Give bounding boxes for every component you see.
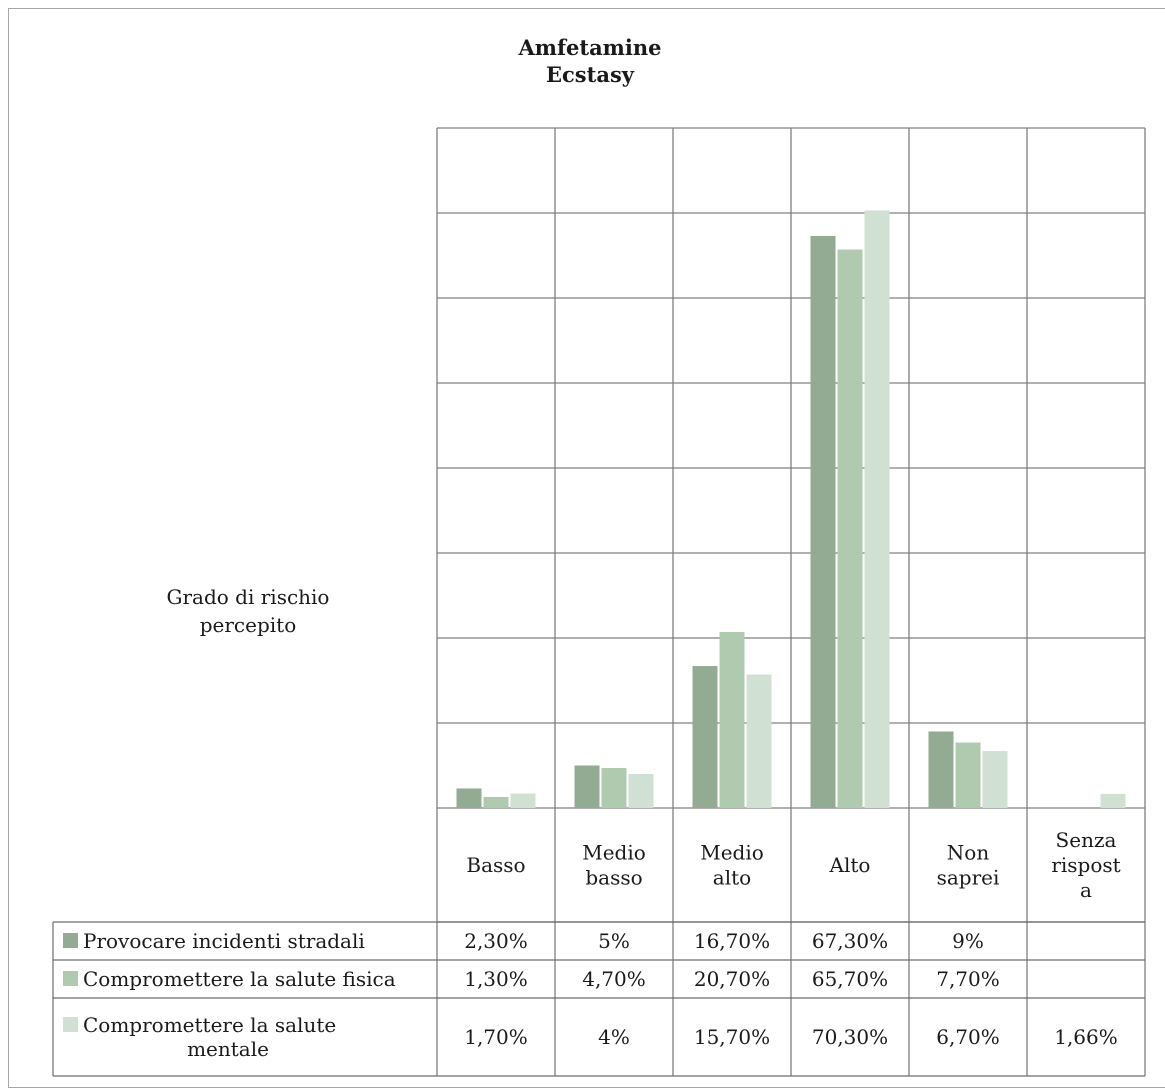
category-label: Basso [466, 853, 525, 877]
bar [982, 751, 1008, 808]
data-cell: 67,30% [812, 929, 888, 953]
bar [510, 793, 536, 808]
category-label: saprei [937, 866, 1000, 890]
data-cell: 1,66% [1054, 1025, 1118, 1049]
legend-swatch [63, 1017, 78, 1032]
category-label: Alto [829, 853, 871, 877]
legend-label: mentale [187, 1037, 269, 1061]
category-label: a [1080, 878, 1092, 902]
data-cell: 20,70% [694, 967, 770, 991]
bar [864, 210, 890, 808]
y-axis-label-line-2: percepito [199, 613, 297, 637]
legend-swatch [63, 933, 78, 948]
data-cell: 1,70% [464, 1025, 528, 1049]
category-label: Medio [582, 841, 646, 865]
y-axis-label-line-1: Grado di rischio [166, 585, 330, 609]
bar [601, 768, 627, 808]
data-cell: 15,70% [694, 1025, 770, 1049]
legend-label: Compromettere la salute fisica [83, 967, 396, 991]
data-cell: 4% [598, 1025, 630, 1049]
chart-title-line-2: Ecstasy [546, 62, 634, 87]
category-label: Medio [700, 841, 764, 865]
data-cell: 2,30% [464, 929, 528, 953]
category-label: rispost [1051, 853, 1120, 877]
bar [1100, 793, 1126, 808]
bar [928, 731, 954, 808]
bar [746, 674, 772, 808]
bar [456, 788, 482, 808]
data-cell: 7,70% [936, 967, 1000, 991]
data-cell: 4,70% [582, 967, 646, 991]
legend-label: Compromettere la salute [83, 1013, 336, 1037]
data-cell: 65,70% [812, 967, 888, 991]
data-cell: 1,30% [464, 967, 528, 991]
data-cell: 6,70% [936, 1025, 1000, 1049]
category-label: alto [713, 866, 751, 890]
legend-swatch [63, 971, 78, 986]
data-cell: 5% [598, 929, 630, 953]
chart-title: Amfetamine Ecstasy [390, 34, 790, 88]
chart-title-line-1: Amfetamine [518, 35, 662, 60]
category-label: basso [585, 866, 642, 890]
bar [810, 235, 836, 808]
legend-label: Provocare incidenti stradali [83, 929, 365, 953]
category-label: Senza [1056, 828, 1117, 852]
bar [628, 774, 654, 808]
data-cell: 16,70% [694, 929, 770, 953]
bar [719, 632, 745, 808]
bar [955, 742, 981, 808]
data-cell: 9% [952, 929, 984, 953]
bar [574, 765, 600, 808]
category-label: Non [947, 841, 990, 865]
bar [837, 249, 863, 809]
bar [483, 796, 509, 808]
bar [692, 666, 718, 808]
y-axis-label: Grado di rischio percepito [118, 583, 378, 639]
data-cell: 70,30% [812, 1025, 888, 1049]
